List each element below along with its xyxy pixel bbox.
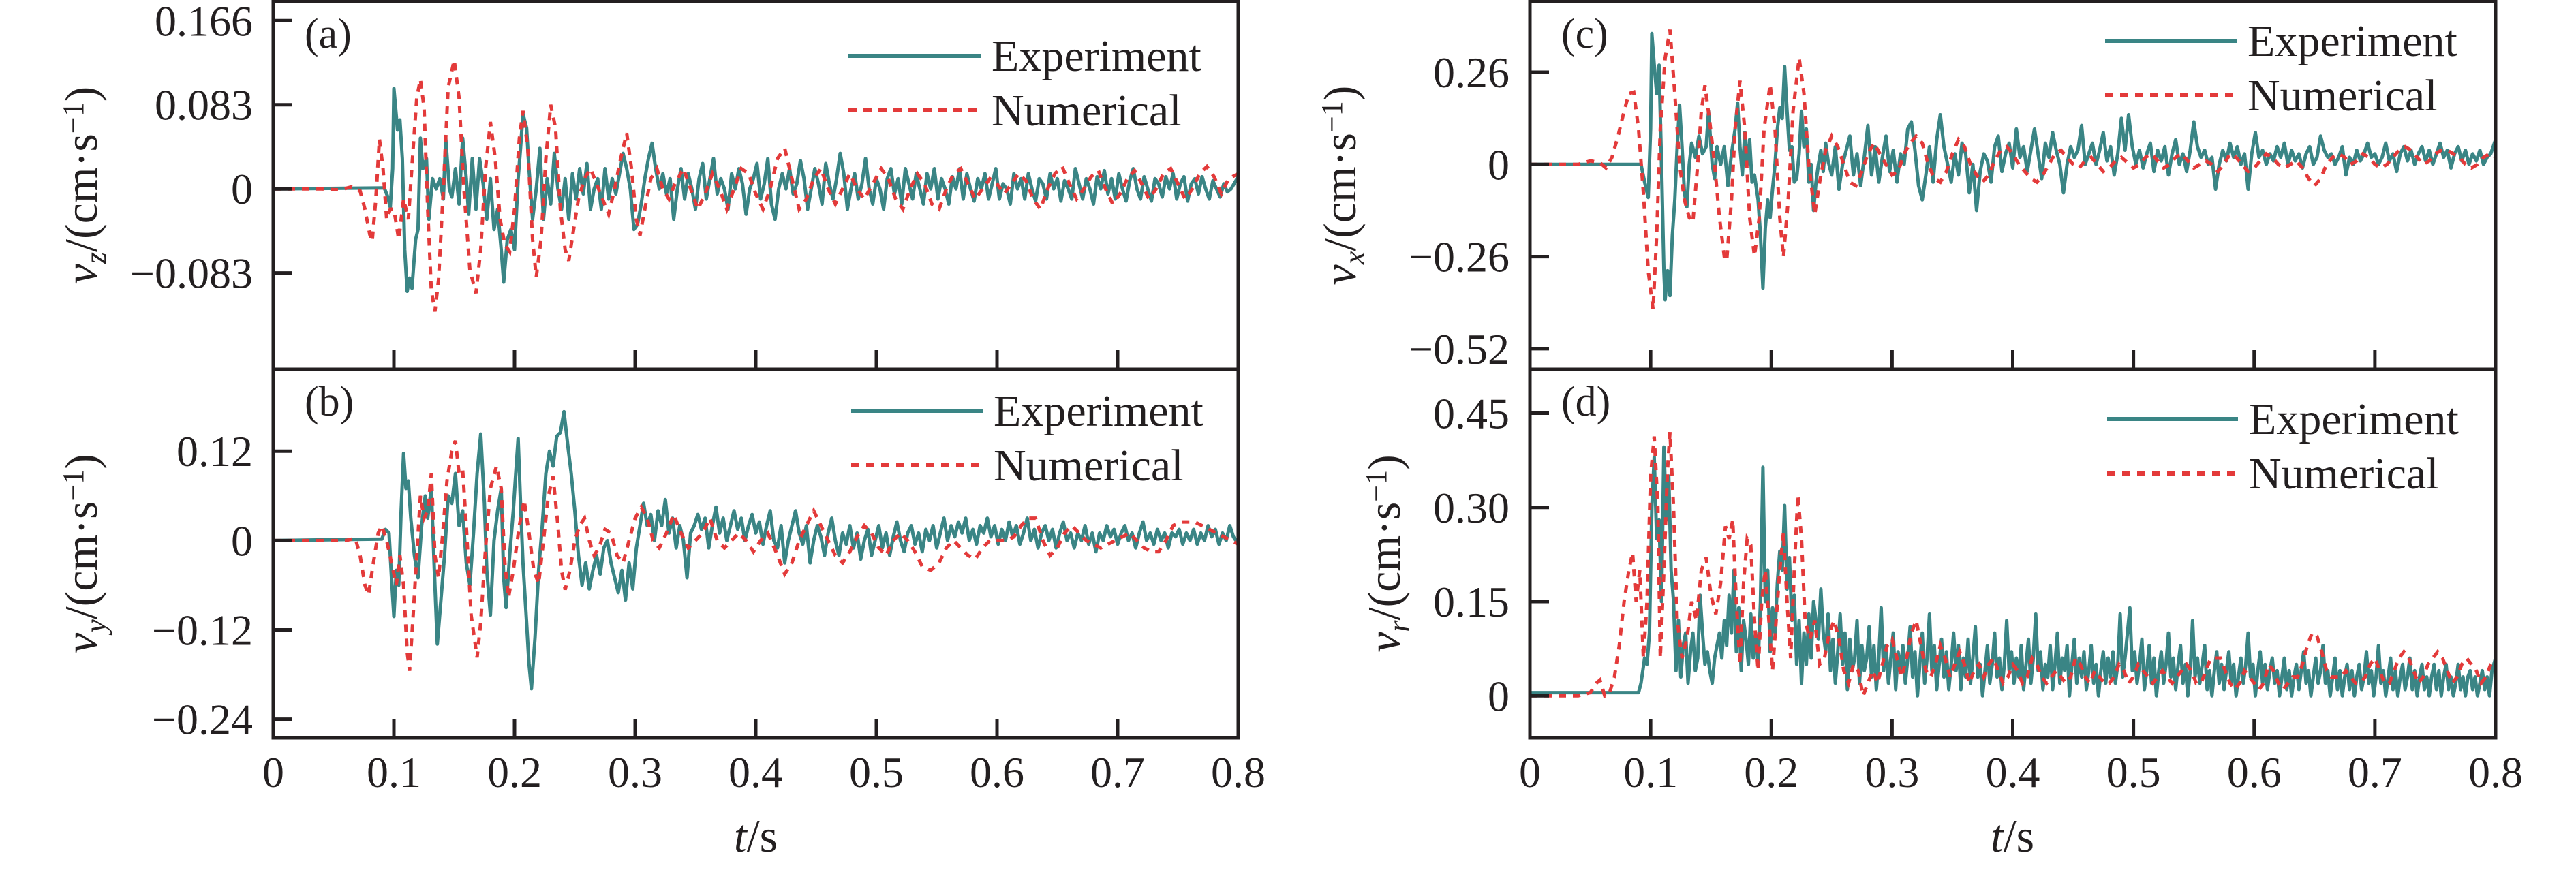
y-tick-label: −0.083 (130, 249, 253, 298)
y-axis-title-part: v (55, 632, 107, 653)
panel-c: 0.26 0 −0.26 −0.52 (c) vx/(cm·s−1) ExperimentN… (1314, 0, 2498, 373)
y-tick-label: 0.166 (155, 0, 253, 45)
y-axis-superscript: −1 (57, 469, 90, 501)
x-tick-label: 0.4 (729, 748, 783, 796)
series-numerical-line (273, 59, 1238, 312)
x-axis-unit: /s (2004, 810, 2034, 862)
x-axis-var: t (1991, 810, 2005, 862)
series-experiment-line (273, 87, 1238, 293)
x-tick-label: 0.3 (1865, 748, 1919, 796)
series-numerical-line (1530, 432, 2496, 702)
x-tick-label: 0 (262, 748, 284, 796)
x-tick-label: 0.8 (2468, 748, 2523, 796)
y-tick-label: −0.26 (1409, 233, 1509, 281)
legend-label-numerical: Numerical (994, 441, 1184, 491)
x-tick-label: 0.5 (849, 748, 904, 796)
y-tick-label: 0.083 (155, 81, 253, 129)
y-axis-title: vy/(cm·s−1) (55, 454, 112, 653)
y-axis-title-part: ) (55, 87, 107, 102)
y-axis-title: vx/(cm·s−1) (1314, 86, 1371, 285)
x-tick-label: 0.4 (1986, 748, 2040, 796)
y-axis-superscript: −1 (1360, 470, 1393, 502)
y-tick-label: −0.12 (152, 606, 253, 655)
x-tick-label: 0.1 (367, 748, 421, 796)
x-axis-title-left: t/s (734, 810, 778, 862)
y-tick-label: 0 (1488, 672, 1509, 720)
y-axis-title-part: /(cm·s (1314, 133, 1366, 251)
y-axis-subscript: r (1382, 620, 1415, 632)
y-axis-superscript: −1 (57, 102, 90, 134)
panel-label: (d) (1561, 379, 1610, 425)
series-numerical-line (273, 440, 1238, 671)
x-tick-label: 0.2 (487, 748, 542, 796)
y-axis-title: vr/(cm·s−1) (1358, 454, 1415, 653)
x-tick-label: 0.1 (1623, 748, 1678, 796)
legend-label-numerical: Numerical (2248, 71, 2438, 121)
y-tick-label: 0.15 (1433, 578, 1509, 626)
panel-d: 0 0.1 0.2 0.3 0.4 0.5 0.6 0.7 0.8 0.45 0.30 0.15 0 (d… (1358, 367, 2523, 796)
y-axis-superscript: −1 (1315, 101, 1349, 133)
y-axis-subscript: x (1338, 251, 1371, 265)
y-tick-label: 0.30 (1433, 484, 1509, 532)
x-tick-label: 0.5 (2106, 748, 2161, 796)
panel-label: (c) (1561, 11, 1608, 57)
x-axis-var: t (734, 810, 748, 862)
y-axis-title-part: /(cm·s (1358, 502, 1410, 621)
y-axis-title-part: v (55, 263, 107, 284)
y-axis-title-part: /(cm·s (55, 501, 107, 620)
x-tick-label: 0.6 (2227, 748, 2282, 796)
series-numerical-line (1530, 29, 2496, 310)
x-axis-title-right: t/s (1991, 810, 2034, 862)
x-tick-label: 0.7 (2348, 748, 2402, 796)
y-axis-subscript: y (79, 619, 112, 636)
y-axis-title-part: ) (1358, 454, 1410, 470)
panel-a: 0.166 0.083 0 −0.083 (a) vz/(cm·s−1) Experimen… (55, 0, 1240, 371)
y-tick-label: 0.26 (1433, 48, 1509, 97)
y-axis-title-part: /(cm·s (55, 134, 107, 252)
y-axis-title-part: v (1314, 264, 1366, 285)
panel-label: (b) (305, 379, 354, 425)
y-tick-label: 0 (1488, 140, 1509, 189)
legend-label-numerical: Numerical (2249, 449, 2439, 499)
panel-label: (a) (305, 11, 352, 57)
series-experiment-line (1530, 31, 2496, 302)
y-axis-title-part: ) (1314, 86, 1366, 102)
legend-label-experiment: Experiment (994, 386, 1203, 436)
x-axis-unit: /s (747, 810, 778, 862)
y-axis-title-part: ) (55, 454, 107, 469)
x-tick-label: 0.6 (970, 748, 1024, 796)
legend-label-numerical: Numerical (992, 86, 1182, 136)
panel-b: 0 0.1 0.2 0.3 0.4 0.5 0.6 0.7 0.8 0.12 0 −0.12 −0.24… (55, 367, 1266, 796)
y-tick-label: −0.24 (152, 696, 253, 744)
y-axis-title-part: v (1358, 632, 1410, 653)
y-axis-title: vz/(cm·s−1) (55, 87, 112, 285)
y-axis-subscript: z (79, 252, 112, 264)
legend-label-experiment: Experiment (2248, 16, 2457, 66)
x-tick-label: 0.3 (608, 748, 662, 796)
x-tick-label: 0.2 (1744, 748, 1798, 796)
y-tick-label: −0.52 (1409, 325, 1509, 373)
x-tick-label: 0 (1519, 748, 1541, 796)
x-tick-label: 0.7 (1090, 748, 1145, 796)
legend-label-experiment: Experiment (2249, 394, 2459, 444)
y-tick-label: 0 (231, 516, 253, 565)
y-tick-label: 0.12 (177, 427, 253, 476)
y-tick-label: 0.45 (1433, 390, 1509, 438)
x-tick-label: 0.8 (1211, 748, 1266, 796)
panels: 0.1660.0830−0.083(a)vz/(cm·s−1)Experimen… (55, 0, 2523, 796)
y-tick-label: 0 (231, 165, 253, 213)
legend-label-experiment: Experiment (992, 31, 1201, 81)
